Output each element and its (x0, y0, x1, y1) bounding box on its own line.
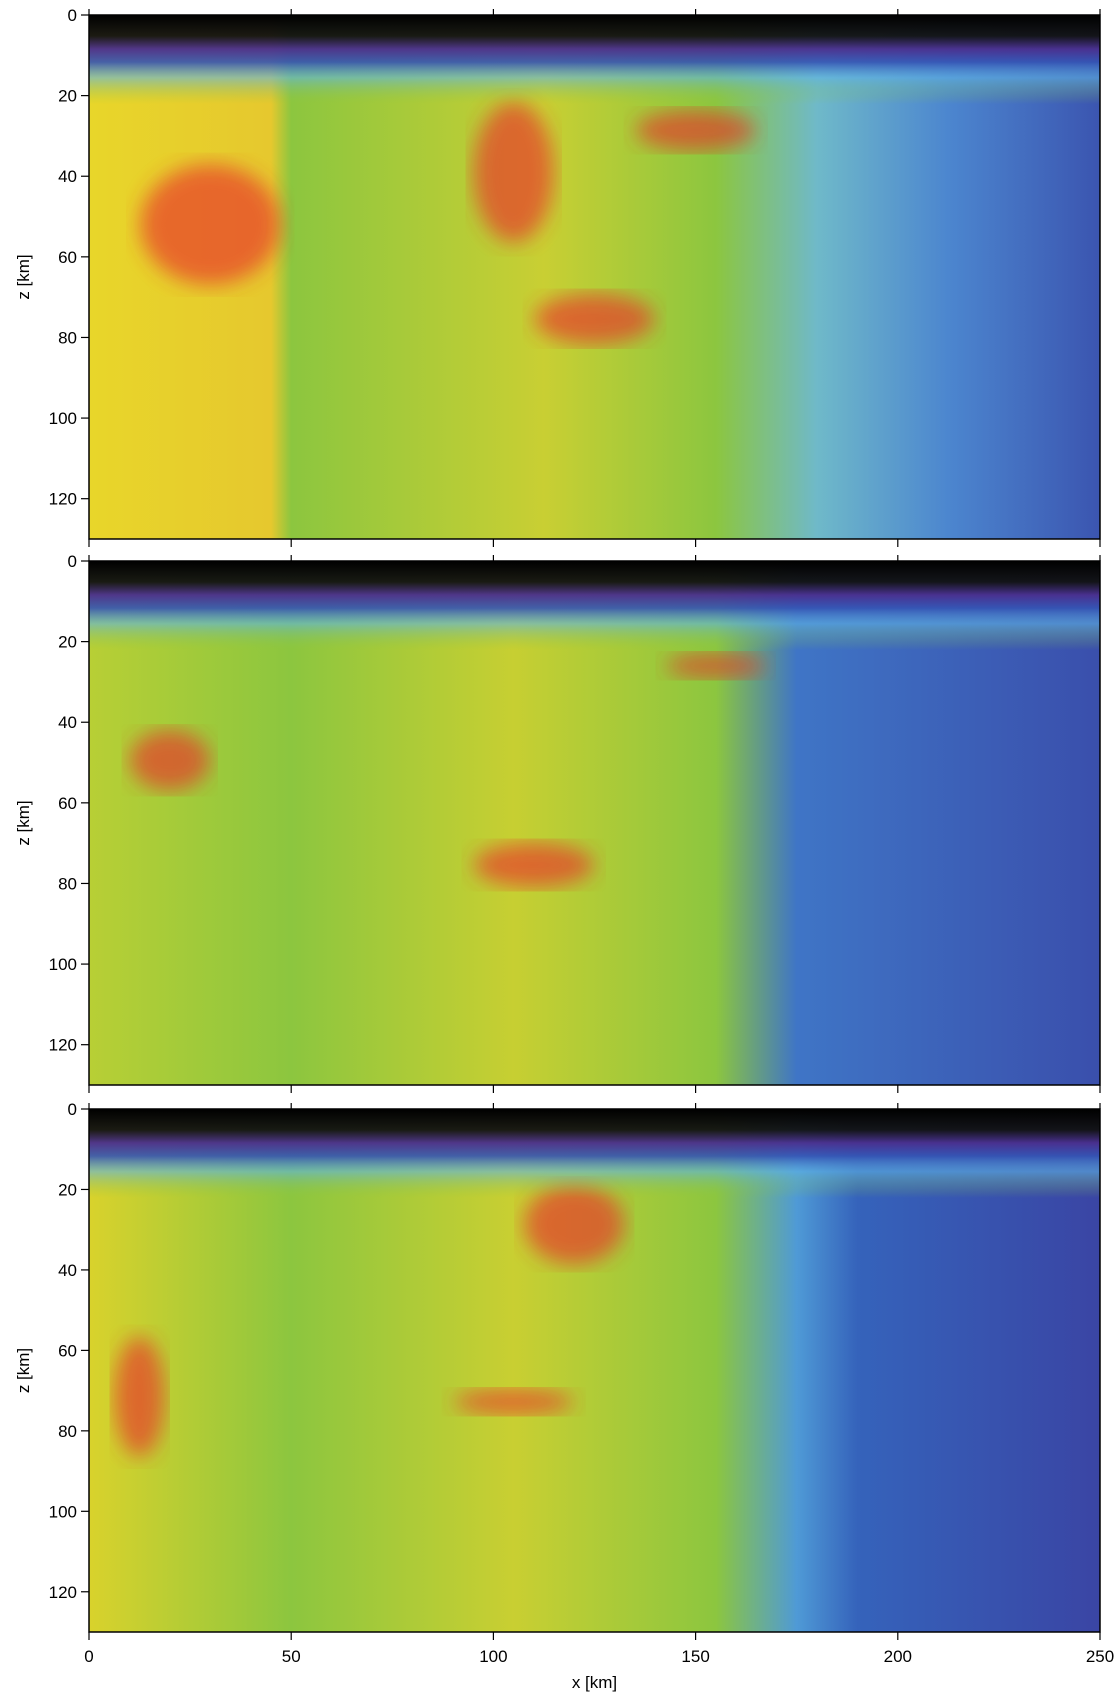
y-tick-label: 20 (58, 87, 77, 106)
plot-frame (88, 560, 1101, 1086)
plot-frame (88, 1108, 1101, 1633)
plot-frame (88, 14, 1101, 540)
y-axis-label: z [km] (14, 800, 33, 845)
y-tick-label: 20 (58, 1180, 77, 1199)
y-tick-label: 40 (58, 167, 77, 186)
panel: 0 20 40 60 80 100 120 z [km] (14, 552, 1101, 1093)
y-tick-label: 120 (49, 490, 77, 509)
x-tick-label: 150 (681, 1647, 709, 1666)
y-tick-label: 60 (58, 248, 77, 267)
x-tick-label: 200 (884, 1647, 912, 1666)
y-tick-label: 80 (58, 1422, 77, 1441)
heatmap-image (89, 15, 1100, 539)
x-axis-label: x [km] (572, 1673, 617, 1692)
y-tick-label: 0 (68, 552, 77, 571)
y-tick-label: 120 (49, 1036, 77, 1055)
panel: 0 20 40 60 80 100 120 0 50 100 150 200 250 z [km] x [k… (14, 1100, 1114, 1692)
y-tick-label: 120 (49, 1583, 77, 1602)
heatmap-top-layer (89, 1109, 1100, 1632)
y-tick-label: 0 (68, 1100, 77, 1119)
heatmap-top-layer (89, 561, 1100, 1085)
y-tick-label: 100 (49, 409, 77, 428)
heatmap-image (89, 561, 1100, 1085)
x-tick-label: 50 (282, 1647, 301, 1666)
y-tick-label: 20 (58, 633, 77, 652)
x-tick-label: 250 (1086, 1647, 1114, 1666)
panel: 0 20 40 60 80 100 120 z [km] (14, 6, 1101, 547)
y-axis-label: z [km] (14, 1348, 33, 1393)
y-tick-label: 60 (58, 1341, 77, 1360)
x-tick-label: 100 (479, 1647, 507, 1666)
y-tick-label: 40 (58, 1261, 77, 1280)
y-axis-label: z [km] (14, 254, 33, 299)
heatmap-top-layer (89, 15, 1100, 539)
y-tick-label: 100 (49, 955, 77, 974)
x-tick-label: 0 (84, 1647, 93, 1666)
heatmap-image (89, 1109, 1100, 1632)
y-tick-label: 0 (68, 6, 77, 25)
y-tick-label: 60 (58, 794, 77, 813)
y-tick-label: 80 (58, 874, 77, 893)
y-tick-label: 40 (58, 713, 77, 732)
y-tick-label: 80 (58, 328, 77, 347)
y-tick-label: 100 (49, 1502, 77, 1521)
